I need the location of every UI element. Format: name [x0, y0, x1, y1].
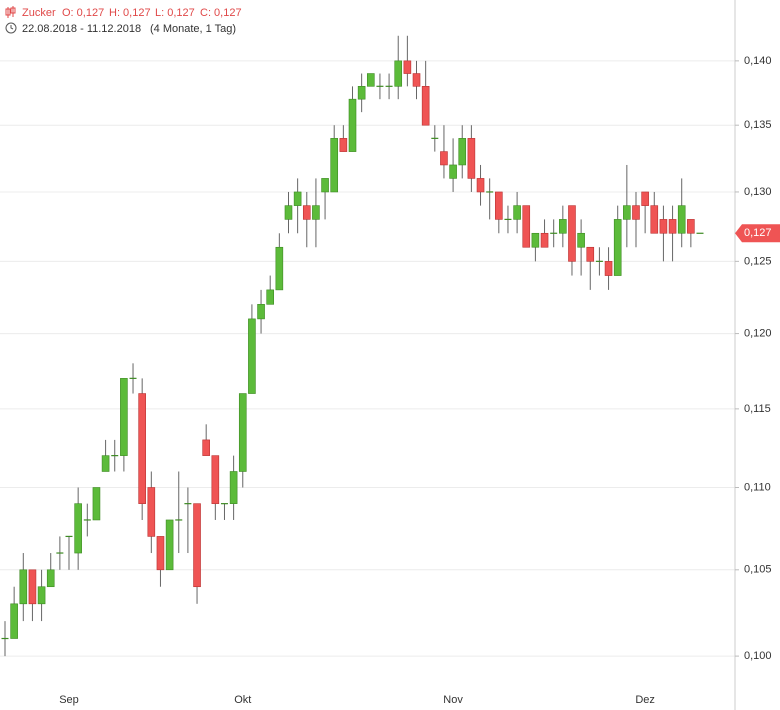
candle-body — [284, 205, 293, 220]
candle-body — [366, 73, 375, 87]
candle-body — [513, 205, 521, 220]
candle-body — [138, 393, 146, 504]
header-icon — [5, 6, 16, 18]
axis-panel — [735, 0, 780, 710]
candle-body — [586, 246, 595, 262]
ohlc-label: C: 0,127 — [200, 7, 242, 19]
candle-body — [531, 232, 540, 248]
candle-body — [577, 232, 585, 248]
candle-body — [403, 60, 412, 74]
candle-body — [650, 205, 659, 234]
candle-body — [193, 503, 201, 588]
candle-body — [458, 138, 467, 166]
candle-body — [19, 569, 28, 605]
candle-body — [156, 536, 165, 571]
y-tick-label: 0,110 — [744, 481, 771, 493]
grid — [0, 60, 735, 657]
candle-body — [101, 455, 110, 472]
candle-body — [641, 191, 649, 206]
x-tick-label: Okt — [234, 694, 251, 706]
candle-body — [330, 138, 339, 193]
candle-body — [275, 246, 284, 291]
ohlc-label: L: 0,127 — [155, 7, 195, 19]
candle-body — [321, 178, 329, 193]
ohlc-label: O: 0,127 — [62, 7, 104, 19]
y-tick-label: 0,125 — [744, 255, 772, 267]
candle-body — [522, 205, 531, 248]
candle-body — [10, 603, 18, 639]
chart-title: Zucker — [22, 7, 56, 19]
candle-body — [293, 191, 302, 206]
candle-body — [495, 191, 503, 220]
y-tick-label: 0,115 — [744, 403, 771, 415]
y-tick-label: 0,140 — [744, 55, 772, 67]
candle-body — [449, 164, 457, 179]
candle-body — [92, 487, 101, 521]
candle-body — [229, 471, 238, 504]
period: (4 Monate, 1 Tag) — [150, 23, 236, 35]
x-tick-label: Nov — [443, 694, 463, 706]
candle-body — [348, 98, 357, 152]
x-tick-label: Sep — [59, 694, 79, 706]
candle-body — [559, 219, 567, 234]
candle-body — [211, 455, 220, 504]
y-tick-label: 0,100 — [744, 650, 772, 662]
candle-body — [312, 205, 320, 220]
candle-body — [677, 205, 686, 234]
clock-icon — [5, 22, 17, 34]
candle-body — [568, 205, 576, 262]
candle-body — [668, 219, 677, 234]
last-price-tag — [735, 224, 780, 243]
candle-body — [476, 178, 485, 193]
candle-body — [202, 439, 210, 456]
candle-body — [467, 138, 476, 179]
y-tick-label: 0,130 — [744, 186, 772, 198]
candle-body — [394, 60, 403, 87]
date-range: 22.08.2018 - 11.12.2018 — [22, 23, 141, 35]
y-tick-label: 0,105 — [744, 564, 772, 576]
y-tick-label: 0,120 — [744, 327, 772, 339]
candle-body — [266, 289, 274, 305]
candle-body — [37, 586, 46, 605]
candle-body — [632, 205, 640, 220]
candle-body — [257, 304, 265, 320]
candle-body — [421, 86, 430, 126]
candle-body — [248, 318, 256, 394]
candle-body — [440, 151, 448, 166]
candle-body — [120, 378, 128, 456]
candle-body — [623, 205, 631, 220]
candle-body — [687, 219, 695, 234]
candle-body — [613, 219, 622, 276]
candle-body — [46, 569, 55, 588]
candle-body — [147, 487, 156, 537]
candle-body — [165, 519, 174, 571]
candle-body — [604, 261, 613, 276]
candle-body — [28, 569, 37, 605]
ohlc-label: H: 0,127 — [109, 7, 151, 19]
candle-body — [357, 86, 366, 100]
candle-body — [238, 393, 247, 472]
candle-body — [302, 205, 311, 220]
candle-body — [412, 73, 421, 87]
candle-body — [659, 219, 668, 234]
candle-body — [339, 138, 348, 152]
x-tick-label: Dez — [635, 694, 655, 706]
candle-body — [540, 232, 549, 248]
last-price-label: 0,127 — [744, 227, 772, 239]
candle-body — [74, 503, 82, 554]
y-tick-label: 0,135 — [744, 119, 772, 131]
